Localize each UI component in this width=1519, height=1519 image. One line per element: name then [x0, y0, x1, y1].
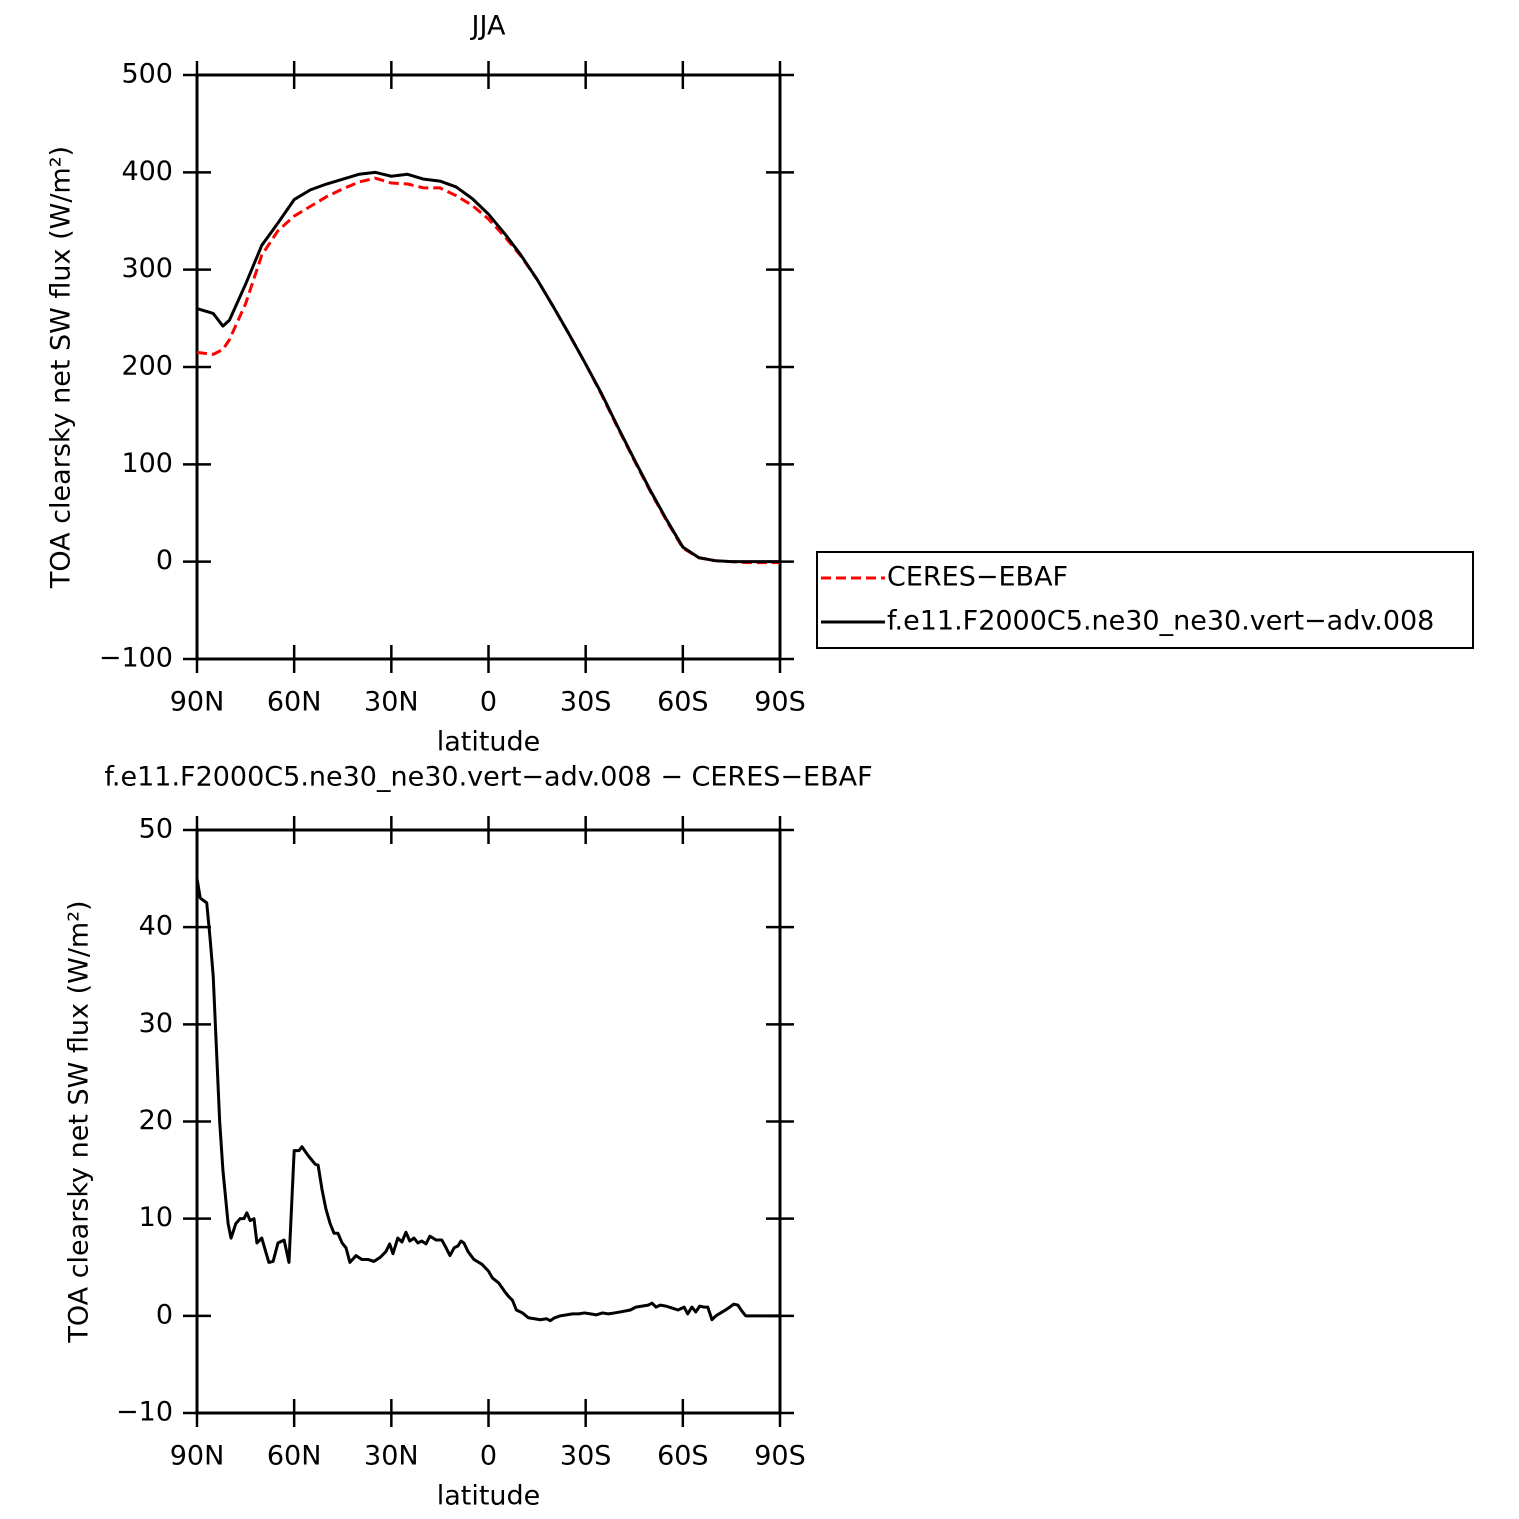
y-tick-label: 100 [121, 448, 173, 479]
y-tick-label: 10 [139, 1202, 173, 1233]
y-tick-label: 500 [121, 59, 173, 90]
x-tick-label: 30N [364, 687, 419, 718]
y-tick-label: 30 [139, 1008, 173, 1039]
legend-box [816, 551, 1474, 649]
y-tick-label: 40 [139, 911, 173, 942]
x-tick-label: 0 [480, 687, 497, 718]
x-tick-label: 90N [170, 1441, 225, 1472]
plot-frame [195, 73, 782, 661]
chart-title: JJA [470, 11, 506, 42]
legend-label: CERES−EBAF [887, 562, 1068, 593]
y-axis-label: TOA clearsky net SW flux (W/m²) [46, 146, 77, 589]
x-tick-label: 90S [754, 1441, 806, 1472]
y-tick-label: 50 [139, 814, 173, 845]
x-tick-label: 90S [754, 687, 806, 718]
x-tick-label: 30S [560, 687, 612, 718]
y-tick-label: 20 [139, 1105, 173, 1136]
data-line [196, 170, 780, 564]
y-tick-label: 0 [156, 1299, 173, 1330]
x-axis-label: latitude [437, 727, 541, 758]
y-tick-label: 200 [121, 351, 173, 382]
x-tick-label: 30S [560, 1441, 612, 1472]
data-line [195, 878, 780, 1323]
chart-title: f.e11.F2000C5.ne30_ne30.vert−adv.008 − C… [104, 762, 872, 793]
x-tick-label: 90N [170, 687, 225, 718]
x-tick-label: 60S [657, 687, 709, 718]
x-tick-label: 30N [364, 1441, 419, 1472]
x-tick-label: 60N [267, 1441, 322, 1472]
data-line [196, 176, 780, 565]
x-tick-label: 0 [480, 1441, 497, 1472]
y-tick-label: 400 [121, 156, 173, 187]
x-tick-label: 60S [657, 1441, 709, 1472]
y-tick-label: 300 [121, 253, 173, 284]
y-axis-label: TOA clearsky net SW flux (W/m²) [64, 900, 95, 1343]
legend-label: f.e11.F2000C5.ne30_ne30.vert−adv.008 [887, 606, 1434, 637]
x-axis-label: latitude [437, 1481, 541, 1512]
y-tick-label: −10 [116, 1397, 173, 1428]
x-tick-label: 60N [267, 687, 322, 718]
y-tick-label: −100 [99, 643, 173, 674]
plot-frame [195, 828, 782, 1415]
y-tick-label: 0 [156, 545, 173, 576]
